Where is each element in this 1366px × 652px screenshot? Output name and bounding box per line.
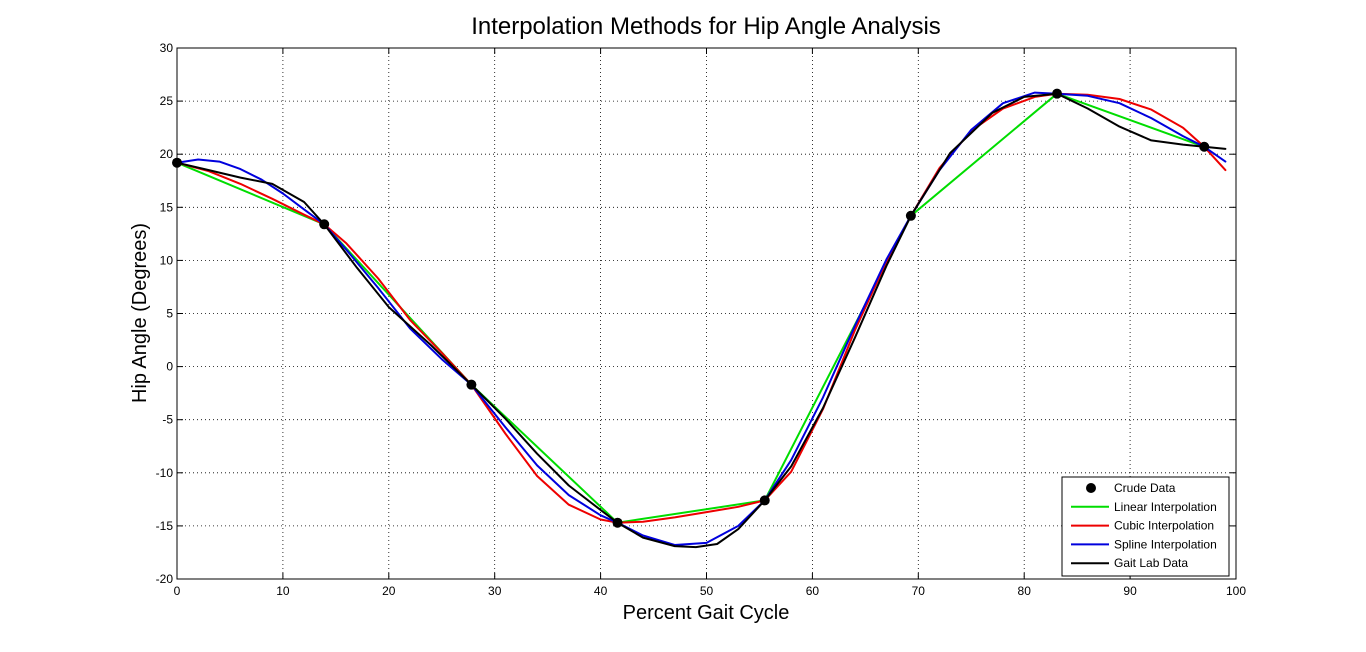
y-tick-label: 10 xyxy=(160,253,174,267)
legend: Crude Data Linear Interpolation Cubic Inte… xyxy=(1061,476,1230,577)
legend-marker xyxy=(1086,483,1096,493)
y-axis-label: Hip Angle (Degrees) xyxy=(129,223,151,403)
legend-label: Linear Interpolation xyxy=(1114,500,1217,514)
legend-label: Cubic Interpolation xyxy=(1114,519,1214,533)
crude-data-point xyxy=(466,379,477,390)
x-tick-label: 30 xyxy=(488,584,502,598)
legend-label: Crude Data xyxy=(1114,481,1176,495)
crude-data-point xyxy=(1052,88,1063,99)
y-tick-label: -10 xyxy=(156,466,174,480)
x-tick-label: 10 xyxy=(276,584,290,598)
series-line-spline-interpolation xyxy=(176,91,1227,546)
y-tick-label: 20 xyxy=(160,147,174,161)
x-tick-label: 50 xyxy=(700,584,714,598)
x-tick-label: 40 xyxy=(594,584,608,598)
y-tick-label: -5 xyxy=(162,413,173,427)
crude-data-point xyxy=(319,219,330,230)
crude-data-point xyxy=(905,210,916,221)
crude-data-point xyxy=(1199,141,1210,152)
y-tick-label: 25 xyxy=(160,94,174,108)
axis-ticks: 0 10 20 30 40 50 60 70 80 90 100 -20 -15 -10 -5 0 5 10 15 2… xyxy=(156,41,1247,598)
x-axis-label: Percent Gait Cycle xyxy=(623,602,790,624)
x-tick-label: 100 xyxy=(1226,584,1246,598)
y-tick-label: 0 xyxy=(166,360,173,374)
y-tick-label: 5 xyxy=(166,307,173,321)
y-tick-label: 15 xyxy=(160,200,174,214)
crude-data-point xyxy=(612,517,623,528)
x-tick-label: 20 xyxy=(382,584,396,598)
legend-label: Spline Interpolation xyxy=(1114,537,1217,551)
x-tick-label: 90 xyxy=(1123,584,1137,598)
grid-lines xyxy=(177,48,1236,579)
x-tick-label: 80 xyxy=(1018,584,1032,598)
series-line-linear-interpolation xyxy=(176,92,1206,524)
x-tick-label: 60 xyxy=(806,584,820,598)
chart-title: Interpolation Methods for Hip Angle Anal… xyxy=(471,13,941,40)
x-tick-label: 0 xyxy=(174,584,181,598)
series-line-gait-lab-data xyxy=(176,92,1227,549)
legend-label: Gait Lab Data xyxy=(1114,556,1188,570)
x-tick-label: 70 xyxy=(912,584,926,598)
y-tick-label: -20 xyxy=(156,572,174,586)
crude-data-point xyxy=(759,495,770,506)
y-tick-label: -15 xyxy=(156,519,174,533)
series-layer xyxy=(172,88,1227,549)
y-tick-label: 30 xyxy=(160,41,174,55)
